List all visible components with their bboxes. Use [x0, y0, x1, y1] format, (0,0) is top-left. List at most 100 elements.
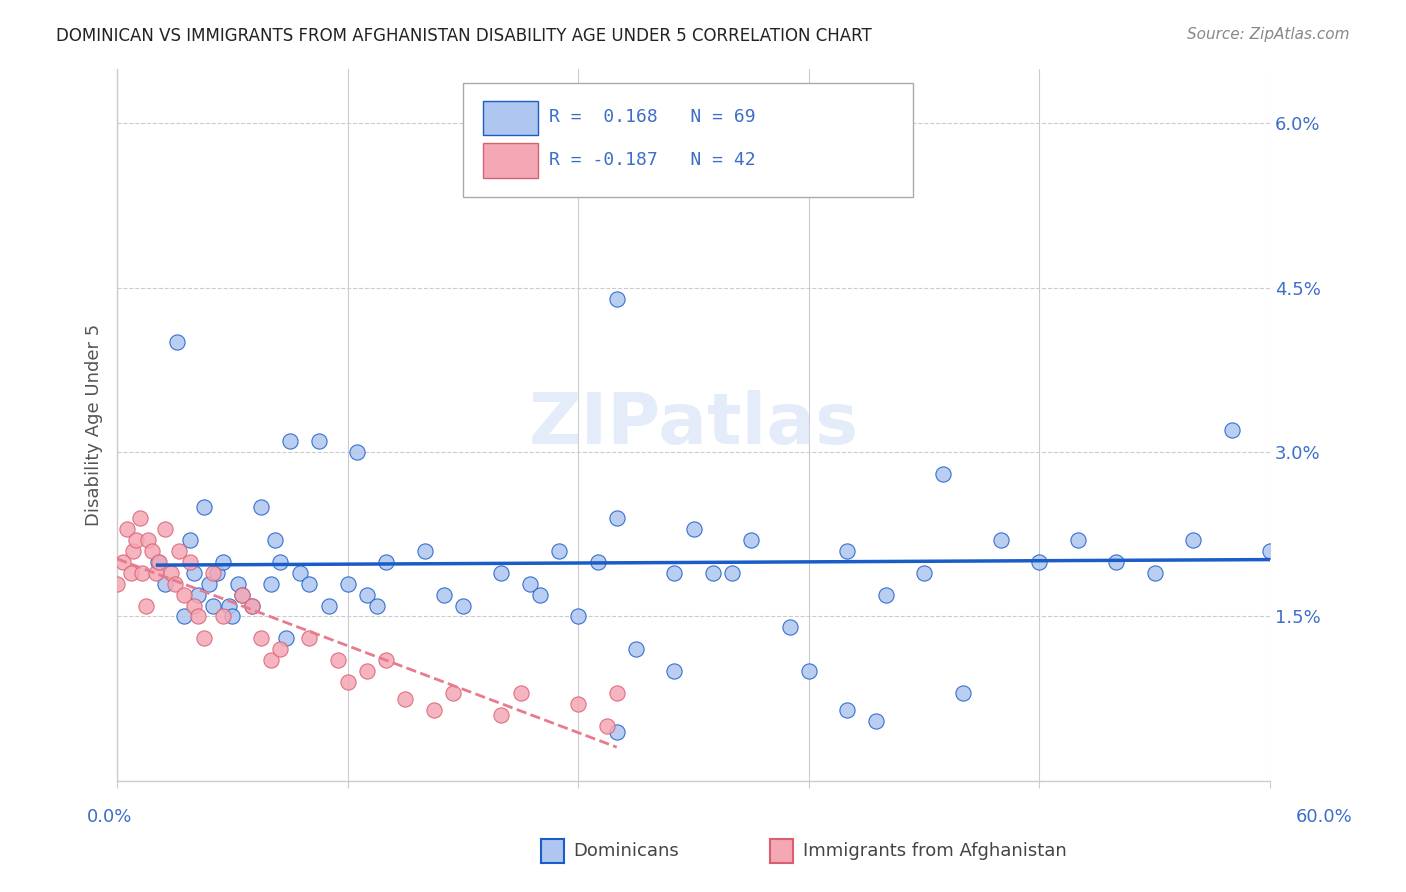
Point [187, 588, 209, 602]
Text: Immigrants from Afghanistan: Immigrants from Afghanistan [803, 842, 1067, 860]
Point [231, 588, 253, 602]
Point [491, 708, 513, 723]
Point [270, 642, 292, 657]
Text: Source: ZipAtlas.com: Source: ZipAtlas.com [1187, 27, 1350, 42]
Point [567, 609, 589, 624]
Point [120, 566, 142, 580]
Point [1028, 555, 1050, 569]
Point [173, 588, 195, 602]
Point [912, 566, 935, 580]
Point [740, 533, 762, 547]
Point [529, 588, 551, 602]
Point [146, 555, 169, 569]
Point [193, 500, 215, 514]
Point [115, 522, 138, 536]
Point [298, 576, 321, 591]
Point [702, 566, 724, 580]
Point [163, 576, 186, 591]
Point [682, 522, 704, 536]
Text: ZIPatlas: ZIPatlas [529, 390, 859, 459]
Point [519, 576, 541, 591]
Point [606, 511, 628, 525]
Point [509, 686, 531, 700]
Y-axis label: Disability Age Under 5: Disability Age Under 5 [86, 324, 103, 525]
Text: DOMINICAN VS IMMIGRANTS FROM AFGHANISTAN DISABILITY AGE UNDER 5 CORRELATION CHAR: DOMINICAN VS IMMIGRANTS FROM AFGHANISTAN… [56, 27, 872, 45]
Point [336, 675, 359, 690]
Point [356, 665, 378, 679]
Point [664, 566, 686, 580]
Text: R =  0.168   N = 69: R = 0.168 N = 69 [550, 108, 756, 126]
Point [394, 691, 416, 706]
Point [260, 653, 283, 667]
Point [308, 434, 330, 449]
Point [1105, 555, 1128, 569]
Point [606, 292, 628, 306]
Point [218, 599, 240, 613]
Point [121, 543, 143, 558]
Point [952, 686, 974, 700]
Point [187, 609, 209, 624]
Point [179, 555, 201, 569]
Point [148, 555, 170, 569]
Point [125, 533, 148, 547]
Point [596, 719, 619, 733]
Point [797, 665, 820, 679]
Point [263, 533, 285, 547]
Point [136, 533, 159, 547]
Point [326, 653, 349, 667]
Point [548, 543, 571, 558]
Point [276, 632, 298, 646]
Point [212, 555, 235, 569]
Point [1258, 543, 1281, 558]
Point [141, 543, 163, 558]
Point [1182, 533, 1205, 547]
Point [413, 543, 436, 558]
Point [567, 697, 589, 711]
Point [278, 434, 301, 449]
Point [198, 576, 221, 591]
Point [135, 599, 157, 613]
FancyBboxPatch shape [482, 101, 538, 135]
Point [183, 599, 205, 613]
Point [202, 599, 225, 613]
Point [260, 576, 283, 591]
Point [250, 632, 273, 646]
Point [166, 335, 188, 350]
Point [105, 576, 128, 591]
Point [606, 686, 628, 700]
Point [288, 566, 311, 580]
Point [779, 138, 801, 153]
Point [250, 500, 273, 514]
Point [586, 555, 609, 569]
Point [179, 533, 201, 547]
Point [231, 588, 253, 602]
Point [1067, 533, 1090, 547]
Point [491, 566, 513, 580]
Text: 0.0%: 0.0% [87, 808, 132, 826]
Point [721, 566, 744, 580]
Point [226, 576, 249, 591]
Point [155, 522, 177, 536]
Point [160, 566, 183, 580]
Point [875, 588, 897, 602]
Point [318, 599, 340, 613]
Point [664, 665, 686, 679]
Point [173, 609, 195, 624]
Point [145, 566, 167, 580]
Point [990, 533, 1012, 547]
Text: R = -0.187   N = 42: R = -0.187 N = 42 [550, 151, 756, 169]
Point [356, 588, 378, 602]
Point [433, 588, 456, 602]
Point [155, 576, 177, 591]
Point [837, 543, 859, 558]
Point [336, 576, 359, 591]
Point [167, 543, 190, 558]
Point [131, 566, 153, 580]
Point [1143, 566, 1166, 580]
Point [202, 566, 225, 580]
Point [129, 511, 152, 525]
FancyBboxPatch shape [463, 83, 912, 197]
Point [221, 609, 243, 624]
Point [111, 555, 134, 569]
Point [837, 703, 859, 717]
